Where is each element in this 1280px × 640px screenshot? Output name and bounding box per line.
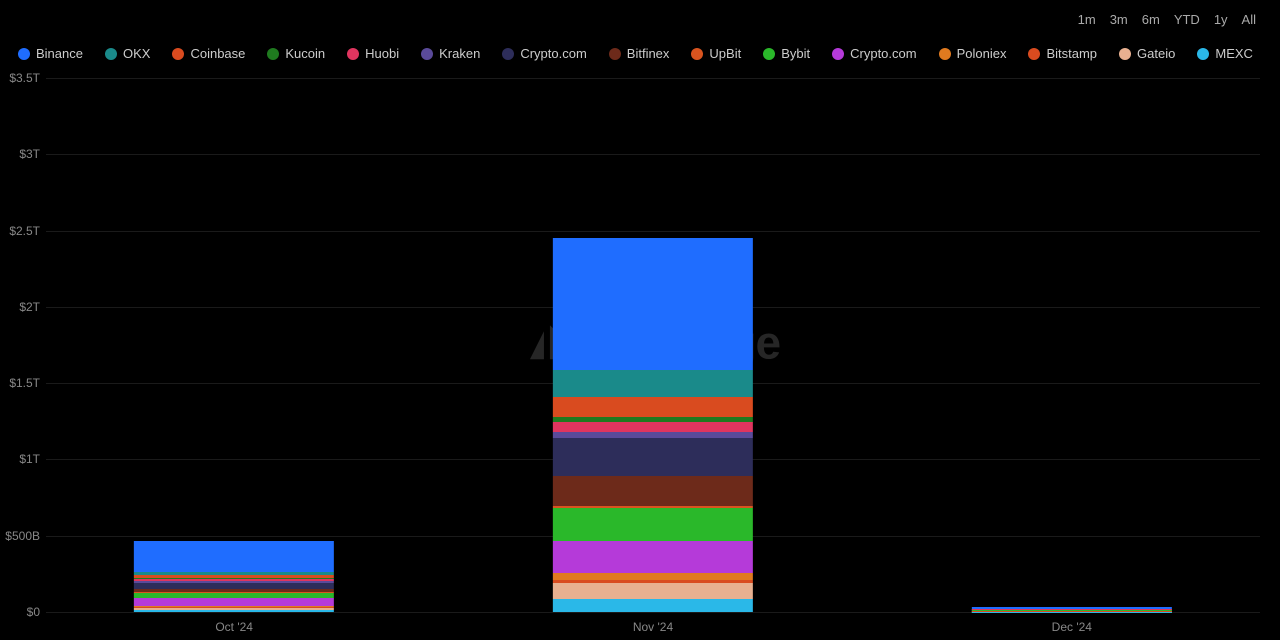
y-tick: $3.5T (9, 71, 40, 85)
x-axis: Oct '24 Nov '24 Dec '24 (46, 614, 1260, 640)
legend-swatch (609, 48, 621, 60)
time-range-1m[interactable]: 1m (1078, 12, 1096, 27)
bar-segment-bybit (553, 508, 753, 541)
x-tick: Dec '24 (1052, 620, 1092, 634)
legend-item-coinbase[interactable]: Coinbase (172, 46, 245, 61)
legend-item-upbit[interactable]: UpBit (691, 46, 741, 61)
legend-swatch (421, 48, 433, 60)
legend-swatch (1028, 48, 1040, 60)
y-tick: $1T (19, 452, 40, 466)
legend-swatch (1119, 48, 1131, 60)
legend-swatch (347, 48, 359, 60)
bar-segment-binance (553, 238, 753, 369)
legend-item-gateio[interactable]: Gateio (1119, 46, 1175, 61)
legend-label: Coinbase (190, 46, 245, 61)
legend-label: Crypto.com (520, 46, 586, 61)
legend-label: OKX (123, 46, 150, 61)
bar-oct24[interactable] (134, 417, 334, 612)
bar-segment-mexc (553, 599, 753, 612)
bar-segment-coinbase (553, 397, 753, 417)
bar-segment-poloniex (553, 573, 753, 580)
bar-segment-cryptocom2 (553, 541, 753, 573)
legend-item-bitstamp[interactable]: Bitstamp (1028, 46, 1097, 61)
legend-label: Crypto.com (850, 46, 916, 61)
legend-label: Kraken (439, 46, 480, 61)
legend-label: Kucoin (285, 46, 325, 61)
legend-label: Binance (36, 46, 83, 61)
legend-item-okx[interactable]: OKX (105, 46, 150, 61)
legend-label: Bitstamp (1046, 46, 1097, 61)
time-range-1y[interactable]: 1y (1214, 12, 1228, 27)
legend-label: MEXC (1215, 46, 1253, 61)
legend-swatch (502, 48, 514, 60)
y-tick: $2.5T (9, 224, 40, 238)
legend-label: Bitfinex (627, 46, 670, 61)
legend-swatch (267, 48, 279, 60)
legend-item-kraken[interactable]: Kraken (421, 46, 480, 61)
legend-item-cryptocom[interactable]: Crypto.com (832, 46, 916, 61)
legend-swatch (1197, 48, 1209, 60)
y-tick: $0 (27, 605, 40, 619)
legend-item-mexc[interactable]: MEXC (1197, 46, 1253, 61)
legend-item-huobi[interactable]: Huobi (347, 46, 399, 61)
bar-nov24[interactable] (553, 165, 753, 612)
bar-segment-cryptocom1 (553, 438, 753, 476)
time-range-selector: 1m 3m 6m YTD 1y All (1078, 12, 1256, 27)
time-range-all[interactable]: All (1242, 12, 1256, 27)
bar-segment-bitfinex (553, 476, 753, 505)
legend-label: Bybit (781, 46, 810, 61)
volume-chart: 1m 3m 6m YTD 1y All Binance OKX Coinbase Kucoin H… (0, 0, 1280, 640)
legend-swatch (18, 48, 30, 60)
legend: Binance OKX Coinbase Kucoin Huobi Kraken Crypt… (18, 46, 1256, 61)
bar-segment-huobi (553, 422, 753, 432)
bar-segment-binance (134, 541, 334, 572)
legend-swatch (691, 48, 703, 60)
legend-swatch (939, 48, 951, 60)
legend-label: Poloniex (957, 46, 1007, 61)
legend-item-cryptocom[interactable]: Crypto.com (502, 46, 586, 61)
bar-dec24[interactable] (972, 561, 1172, 612)
y-tick: $500B (5, 529, 40, 543)
legend-item-bitfinex[interactable]: Bitfinex (609, 46, 670, 61)
y-axis: $0$500B$1T$1.5T$2T$2.5T$3T$3.5T (0, 78, 44, 612)
y-tick: $2T (19, 300, 40, 314)
legend-item-poloniex[interactable]: Poloniex (939, 46, 1007, 61)
legend-label: Huobi (365, 46, 399, 61)
legend-swatch (763, 48, 775, 60)
bar-segment-mexc (134, 610, 334, 612)
time-range-ytd[interactable]: YTD (1174, 12, 1200, 27)
y-tick: $3T (19, 147, 40, 161)
bar-segment-okx (553, 370, 753, 397)
plot-area: nsbedge (46, 78, 1260, 612)
bar-segment-cryptocom2 (134, 598, 334, 605)
grid-line (46, 612, 1260, 613)
legend-swatch (172, 48, 184, 60)
legend-item-kucoin[interactable]: Kucoin (267, 46, 325, 61)
y-tick: $1.5T (9, 376, 40, 390)
grid-line (46, 78, 1260, 79)
legend-swatch (832, 48, 844, 60)
legend-label: Gateio (1137, 46, 1175, 61)
legend-item-binance[interactable]: Binance (18, 46, 83, 61)
grid-line (46, 154, 1260, 155)
legend-item-bybit[interactable]: Bybit (763, 46, 810, 61)
legend-swatch (105, 48, 117, 60)
time-range-3m[interactable]: 3m (1110, 12, 1128, 27)
x-tick: Nov '24 (633, 620, 673, 634)
bar-segment-gateio (553, 583, 753, 600)
legend-label: UpBit (709, 46, 741, 61)
time-range-6m[interactable]: 6m (1142, 12, 1160, 27)
x-tick: Oct '24 (215, 620, 253, 634)
